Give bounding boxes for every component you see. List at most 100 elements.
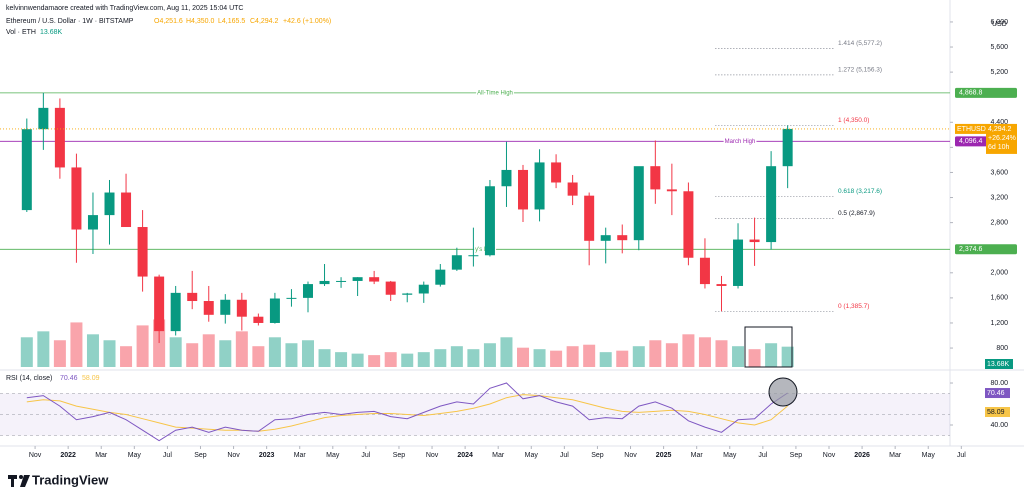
level-badge-label: 2,374.6: [959, 246, 982, 253]
volume-bar: [467, 349, 480, 367]
x-tick-label: May: [525, 452, 539, 459]
volume-bar: [450, 346, 463, 367]
symbol-badge-label: ETHUSD: [957, 126, 986, 133]
volume-bar: [401, 353, 414, 367]
volume-bar: [500, 337, 513, 367]
volume-bar: [70, 322, 83, 367]
symbol-badge: [955, 123, 986, 134]
y-tick-label: 800: [996, 345, 1008, 352]
rsi-label: RSI (14, close): [6, 375, 52, 382]
candle-body: [137, 227, 148, 277]
candle-body: [71, 167, 82, 230]
level-badge-label: 4,096.4: [959, 138, 982, 145]
candle-body: [534, 162, 545, 210]
fib-label: 0 (1,385.7): [838, 303, 869, 310]
candle-body: [187, 292, 198, 302]
volume-bar: [285, 343, 298, 367]
volume-bar: [781, 346, 794, 367]
volume-bar: [202, 334, 215, 367]
x-tick-label: Mar: [492, 452, 505, 459]
volume-bar: [20, 337, 33, 367]
candle-body: [269, 298, 280, 323]
x-tick-label: May: [128, 452, 142, 459]
volume-bar: [550, 350, 563, 367]
candle-body: [782, 128, 793, 167]
ohlc: C4,294.2: [250, 18, 279, 25]
candle-body: [220, 299, 231, 315]
y-tick-label: 2,000: [990, 270, 1008, 277]
candle-body: [21, 129, 32, 211]
brand-logo: [8, 475, 30, 487]
rsi-tick-label: 80.00: [990, 380, 1008, 387]
volume-bar: [318, 349, 331, 367]
x-tick-label: May: [326, 452, 340, 459]
candle-body: [683, 191, 694, 258]
x-tick-label: Mar: [889, 452, 902, 459]
y-tick-label: 4,400: [990, 119, 1008, 126]
x-tick-label: Jul: [758, 452, 767, 459]
candle-body: [203, 301, 214, 315]
volume-bar: [53, 340, 66, 367]
rsi-ma-badge-label: 58.09: [987, 409, 1005, 416]
candle-body: [236, 299, 247, 317]
y-tick-label: 6,000: [990, 19, 1008, 26]
candle-body: [716, 284, 727, 286]
candle-body: [435, 269, 446, 285]
volume-bar: [335, 352, 348, 367]
volume-bar: [153, 319, 166, 367]
candle-body: [617, 235, 628, 241]
volume-bar: [616, 350, 629, 367]
candle-body: [699, 257, 710, 285]
x-tick-label: May: [723, 452, 737, 459]
volume-bar: [583, 344, 596, 367]
candle-body: [468, 255, 479, 257]
volume-bar: [86, 334, 99, 367]
x-tick-label: 2026: [854, 452, 870, 459]
volume-label: Vol · ETH: [6, 29, 36, 36]
price-badge-label: 4,294.2: [988, 126, 1011, 133]
volume-bar: [682, 334, 695, 367]
volume-bar: [186, 343, 199, 367]
x-tick-label: Nov: [624, 452, 637, 459]
volume-bar: [120, 346, 133, 367]
candle-body: [600, 235, 611, 241]
level-name: All-Time High: [477, 90, 513, 96]
x-tick-label: Nov: [29, 452, 42, 459]
candle-body: [501, 169, 512, 187]
x-tick-label: Sep: [194, 452, 207, 459]
level-name: March High: [725, 139, 756, 145]
candle-body: [402, 293, 413, 295]
candle-body: [38, 107, 49, 130]
currency: USD: [992, 21, 1007, 28]
annotation-box: [744, 326, 793, 368]
x-tick-label: Sep: [790, 452, 803, 459]
symbol: Ethereum / U.S. Dollar · 1W · BITSTAMP: [6, 18, 134, 25]
volume-bar: [483, 343, 496, 367]
volume-bar: [417, 352, 430, 367]
volume-bar: [368, 355, 381, 367]
x-tick-label: 2022: [60, 452, 76, 459]
volume-bar: [219, 340, 232, 367]
fib-label: 0.618 (3,217.6): [838, 188, 882, 195]
rsi-line: [26, 382, 788, 442]
plot: 8001,2001,6002,0002,8003,2003,6004,0004,…: [0, 0, 1024, 459]
volume-value: 13.68K: [40, 29, 63, 36]
y-tick-label: 1,200: [990, 320, 1008, 327]
fib-label: 1 (4,350.0): [838, 117, 869, 124]
volume-bar: [698, 337, 711, 367]
y-tick-label: 5,200: [990, 69, 1008, 76]
rsi-ma-value: 58.09: [82, 375, 100, 382]
volume-bar: [351, 353, 364, 367]
ohlc: L4,165.5: [218, 18, 245, 25]
candle-body: [584, 195, 595, 241]
ohlc: O4,251.6: [154, 18, 183, 25]
candle-body: [121, 192, 132, 228]
candle-body: [666, 189, 677, 192]
volume-bar: [384, 352, 397, 367]
rsi-tick-label: 40.00: [990, 422, 1008, 429]
candle-body: [319, 280, 330, 285]
volume-bar: [301, 340, 314, 367]
candle-body: [352, 277, 363, 281]
candle-body: [518, 169, 529, 210]
candle-body: [104, 192, 115, 216]
